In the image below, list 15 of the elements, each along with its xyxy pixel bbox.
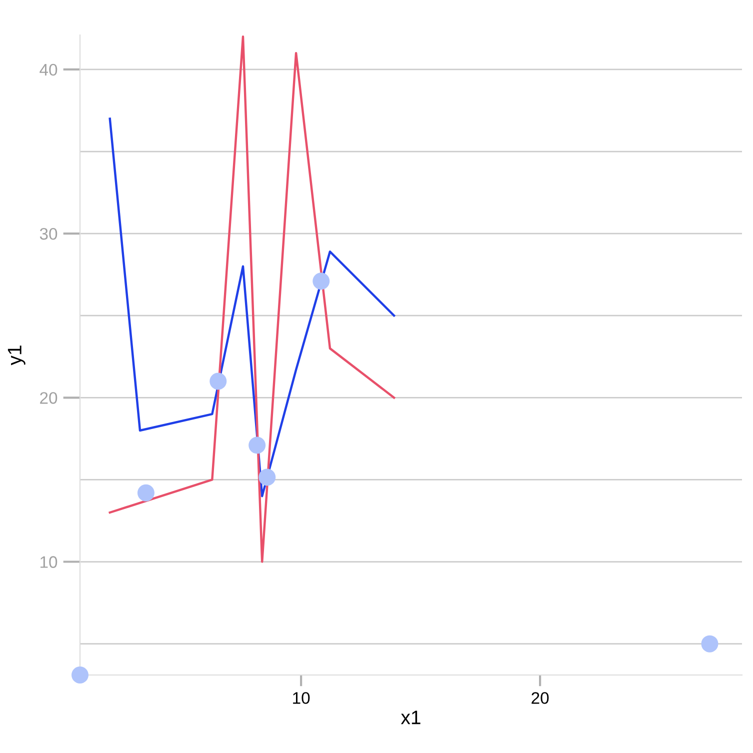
line-series bbox=[108, 118, 396, 498]
point bbox=[248, 436, 266, 454]
y-tick-label: 10 bbox=[40, 556, 58, 568]
point bbox=[258, 468, 276, 486]
point bbox=[210, 372, 227, 390]
line-series bbox=[108, 36, 396, 563]
point bbox=[71, 666, 89, 684]
point bbox=[701, 635, 718, 652]
x-axis-title: x1 bbox=[400, 710, 420, 724]
point bbox=[137, 484, 154, 502]
y-tick-label: 30 bbox=[40, 228, 58, 240]
y-tick-label: 20 bbox=[40, 392, 58, 404]
y-tick-label: 40 bbox=[40, 64, 58, 76]
point bbox=[312, 272, 330, 290]
y-axis-title: y1 bbox=[8, 346, 26, 366]
